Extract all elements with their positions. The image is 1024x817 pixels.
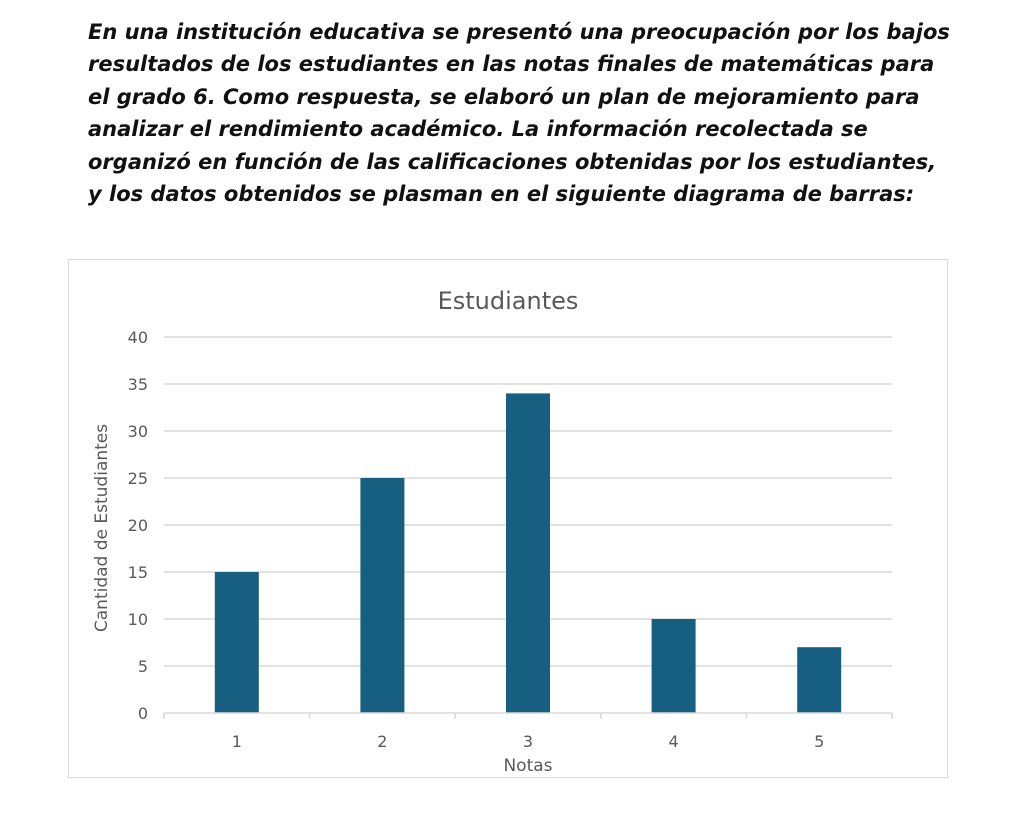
chart-title: Estudiantes	[438, 287, 579, 315]
bar-nota-1	[214, 572, 259, 713]
bar-nota-3	[506, 393, 550, 713]
x-tick-label: 5	[814, 732, 824, 751]
x-axis	[163, 712, 893, 719]
problem-line: organizó en función de las calificacione…	[88, 149, 937, 174]
x-axis-label: Notas	[503, 756, 552, 776]
y-tick-label: 35	[128, 375, 148, 394]
problem-line: el grado 6. Como respuesta, se elaboró u…	[88, 84, 920, 109]
y-tick-label: 10	[128, 610, 148, 629]
y-axis-ticks: 0 5 10 15 20 25 30 35 40	[128, 328, 148, 723]
y-axis-label: Cantidad de Estudiantes	[92, 424, 112, 632]
x-tick-label: 2	[377, 732, 387, 751]
chart-container: Estudiantes 0 5 10 15 20 25 30 35 40 1 2 3 4 5 Notas…	[68, 259, 948, 778]
x-tick-label: 1	[232, 732, 242, 751]
y-tick-label: 25	[128, 469, 148, 488]
bars	[214, 393, 842, 713]
bar-nota-2	[360, 478, 405, 713]
bar-nota-4	[651, 619, 696, 713]
y-tick-label: 30	[128, 422, 148, 441]
bar-nota-5	[797, 647, 842, 713]
y-tick-label: 15	[128, 563, 148, 582]
bar-chart: Estudiantes 0 5 10 15 20 25 30 35 40 1 2 3 4 5 Notas…	[92, 287, 893, 776]
y-tick-label: 20	[128, 516, 148, 535]
x-tick-label: 4	[669, 732, 679, 751]
problem-line: En una institución educativa se presentó…	[88, 20, 950, 44]
problem-line: analizar el rendimiento académico. La in…	[88, 117, 868, 142]
problem-line: resultados de los estudiantes en las not…	[88, 52, 935, 77]
x-tick-label: 3	[523, 732, 533, 751]
y-tick-label: 0	[138, 704, 148, 723]
problem-line: y los datos obtenidos se plasman en el s…	[88, 182, 915, 207]
y-tick-label: 40	[128, 328, 148, 347]
problem-statement: En una institución educativa se presentó…	[88, 16, 950, 210]
x-axis-ticks: 1 2 3 4 5	[232, 732, 825, 751]
y-tick-label: 5	[138, 657, 148, 676]
